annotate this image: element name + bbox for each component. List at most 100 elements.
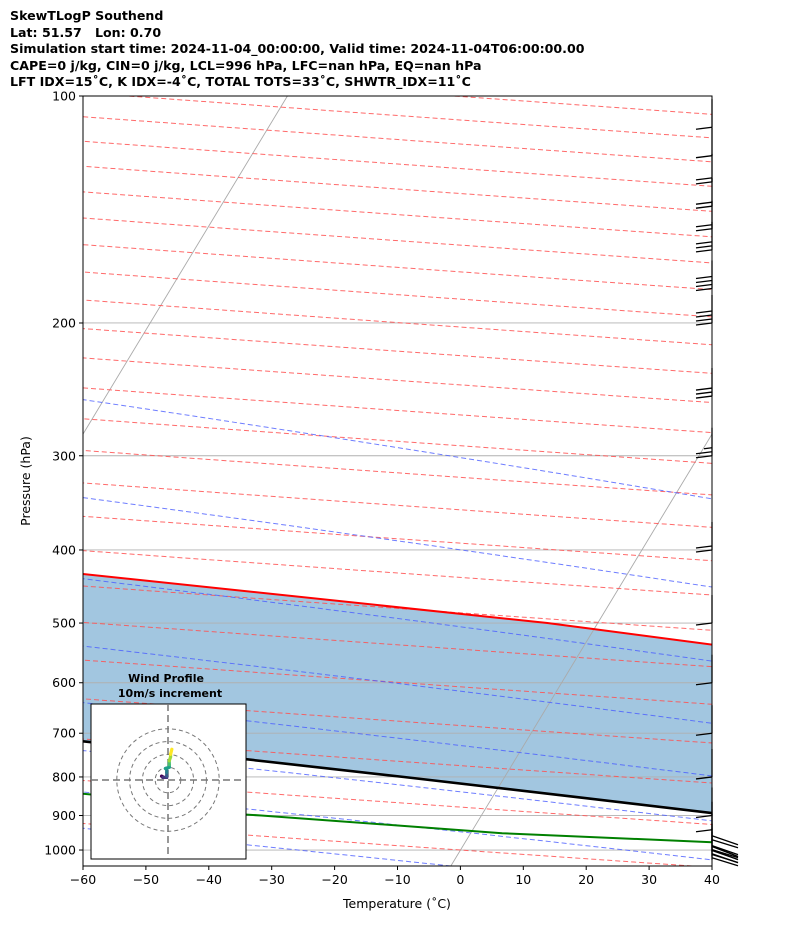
y-tick-label: 800: [52, 769, 76, 784]
wind-barb-flag: [695, 451, 713, 455]
chart-title: SkewTLogP Southend: [10, 8, 164, 23]
dewpoint-line: [83, 792, 712, 844]
wind-barb-flag: [695, 201, 713, 205]
wind-barb-half-flag: [703, 447, 713, 450]
dry-adiabat-line: [83, 779, 712, 825]
x-tick-label: −20: [321, 872, 347, 887]
hodograph-plot: [91, 704, 246, 859]
y-axis: 1000 900 800 700 600 500 400 300 200 100: [44, 89, 83, 858]
wind-barb: [695, 153, 713, 185]
wind-barb-flag: [695, 829, 713, 833]
x-tick-label: 0: [456, 872, 464, 887]
wind-barb: [695, 748, 713, 780]
profile-lines: [83, 572, 712, 844]
y-tick-label: 900: [52, 808, 76, 823]
wind-barb-flag: [695, 549, 713, 553]
x-tick-label: −50: [133, 872, 159, 887]
wind-barb-flag: [695, 545, 713, 549]
wind-barb-flag: [711, 845, 739, 858]
wind-barb: [695, 787, 713, 819]
x-tick-label: −30: [259, 872, 285, 887]
x-tick-label: 40: [704, 872, 720, 887]
chart-title-block: SkewTLogP Southend Lat: 51.57 Lon: 0.70 …: [10, 8, 790, 91]
hodograph-trace-segment: [168, 747, 174, 757]
wind-barb-flag: [695, 322, 713, 326]
wind-barb: [695, 595, 713, 626]
wind-barb-flag: [695, 155, 713, 159]
wind-barb-flag: [711, 849, 739, 861]
wind-barb-flag: [695, 245, 713, 249]
moist-adiabat-line: [83, 750, 712, 822]
y-tick-label: 600: [52, 675, 76, 690]
wind-barb: [695, 427, 713, 459]
y-tick-label: 1000: [44, 843, 76, 858]
wind-barb-flag: [695, 391, 713, 395]
y-tick-label: 200: [52, 315, 76, 330]
wind-barb: [695, 521, 713, 553]
wind-barb-flag: [695, 126, 713, 130]
wind-barb: [695, 294, 713, 326]
wind-barb-flag: [695, 455, 713, 459]
wind-barb-flag: [695, 814, 713, 819]
wind-barb-flag: [695, 283, 713, 288]
parcel-path-line: [83, 739, 712, 815]
wind-barb: [695, 654, 713, 686]
y-tick-label: 400: [52, 542, 76, 557]
cape-subtitle: CAPE=0 j/kg, CIN=0 j/kg, LCL=996 hPa, LF…: [10, 57, 482, 73]
wind-barb-flag: [695, 310, 713, 314]
wind-barb: [695, 127, 713, 159]
hodograph-inset: Wind Profile 10m/s increment: [90, 672, 247, 860]
indices-subtitle: LFT IDX=15˚C, K IDX=-4˚C, TOTAL TOTS=33˚…: [10, 74, 471, 89]
wind-barb-flag: [695, 395, 713, 399]
x-axis: −60 −50 −40 −30 −20 −10 0 10 20 30 40: [70, 866, 720, 887]
moist-adiabat-line: [83, 399, 712, 500]
wind-barb-flag: [695, 287, 713, 292]
location-subtitle: Lat: 51.57 Lon: 0.70: [10, 24, 162, 40]
y-tick-label: 100: [52, 89, 76, 104]
x-tick-label: 20: [578, 872, 594, 887]
isotherm-line: [450, 433, 712, 866]
wind-barb-flag: [695, 318, 713, 322]
wind-barb-flag: [711, 839, 739, 849]
wind-barb-flag: [695, 181, 713, 185]
wind-barb-flag: [695, 249, 713, 253]
wind-barb-flag: [695, 205, 713, 209]
x-tick-label: 30: [641, 872, 657, 887]
wind-barb-flag: [695, 275, 713, 280]
background-lines: [83, 96, 712, 866]
wind-barb: [695, 260, 713, 292]
hodograph-title: Wind Profile: [128, 672, 204, 685]
wind-barb-flag: [711, 849, 739, 859]
wind-barb-flag: [695, 732, 713, 736]
wind-barb: [695, 99, 713, 130]
x-tick-label: −40: [196, 872, 222, 887]
x-tick-label: −60: [70, 872, 96, 887]
y-axis-label: Pressure (hPa): [18, 436, 33, 526]
wind-barb: [711, 813, 739, 849]
wind-barb: [711, 828, 739, 864]
y-tick-label: 300: [52, 448, 76, 463]
wind-barb-flag: [695, 776, 713, 780]
wind-barb-flag: [695, 682, 713, 686]
wind-barb: [695, 705, 713, 736]
wind-barb-flag: [695, 622, 713, 626]
y-tick-label: 700: [52, 726, 76, 741]
wind-barb-flag: [695, 177, 713, 181]
wind-barb: [695, 368, 713, 399]
wind-barb-flag: [695, 241, 713, 245]
x-tick-label: 10: [515, 872, 531, 887]
wind-barb-flag: [695, 228, 713, 232]
wind-barb-flag: [695, 224, 713, 228]
dry-adiabat-line: [83, 659, 712, 705]
y-tick-label: 500: [52, 616, 76, 631]
wind-barb-flag: [711, 857, 739, 867]
isotherm-line: [83, 96, 288, 435]
time-subtitle: Simulation start time: 2024-11-04_00:00:…: [10, 41, 585, 56]
wind-barb-flag: [695, 387, 713, 391]
wind-barbs: [695, 99, 739, 867]
x-axis-label: Temperature (˚C): [342, 896, 451, 911]
wind-barb-flag: [695, 314, 713, 318]
wind-barb-flag: [711, 853, 739, 864]
x-tick-label: −10: [384, 872, 410, 887]
